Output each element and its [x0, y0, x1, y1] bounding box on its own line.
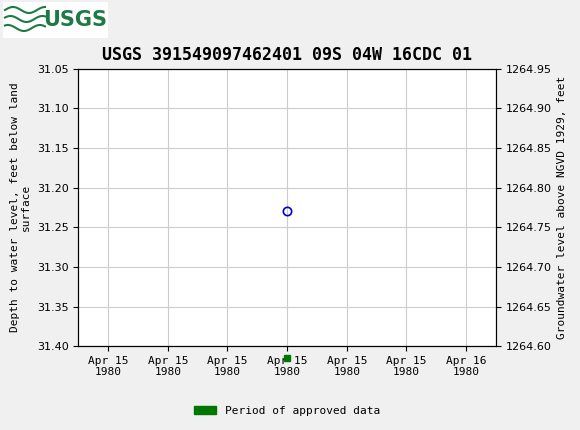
Legend: Period of approved data: Period of approved data: [190, 401, 385, 420]
Y-axis label: Groundwater level above NGVD 1929, feet: Groundwater level above NGVD 1929, feet: [557, 76, 567, 339]
Text: USGS: USGS: [43, 10, 107, 30]
Text: USGS 391549097462401 09S 04W 16CDC 01: USGS 391549097462401 09S 04W 16CDC 01: [102, 46, 472, 64]
Bar: [3, 2, 108, 38]
Y-axis label: Depth to water level, feet below land
surface: Depth to water level, feet below land su…: [10, 83, 31, 332]
